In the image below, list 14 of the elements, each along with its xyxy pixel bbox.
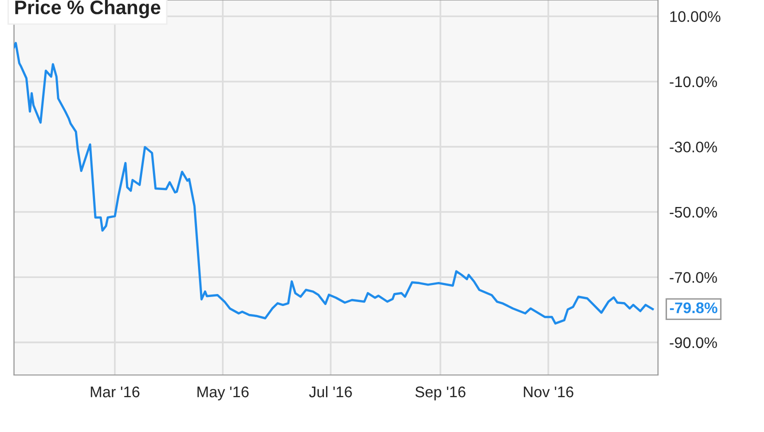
annotation: -79.8% (670, 302, 718, 314)
y-tick-label: -10.0% (670, 76, 717, 88)
y-tick-label: -70.0% (670, 272, 717, 283)
x-tick-label: Jul '16 (309, 386, 352, 398)
y-tick-label: 10.00% (670, 11, 720, 22)
x-tick-label: Nov '16 (524, 386, 574, 398)
x-tick-label: May '16 (198, 386, 249, 400)
y-tick-label: -30.0% (670, 142, 717, 152)
y-tick-label: -50.0% (670, 206, 717, 218)
chart-title: Price % Change (15, 0, 160, 18)
x-tick-label: Mar '16 (90, 386, 140, 398)
x-tick-label: Sep '16 (415, 386, 466, 400)
line-series (14, 42, 654, 325)
y-tick-label: -90.0% (670, 337, 717, 348)
